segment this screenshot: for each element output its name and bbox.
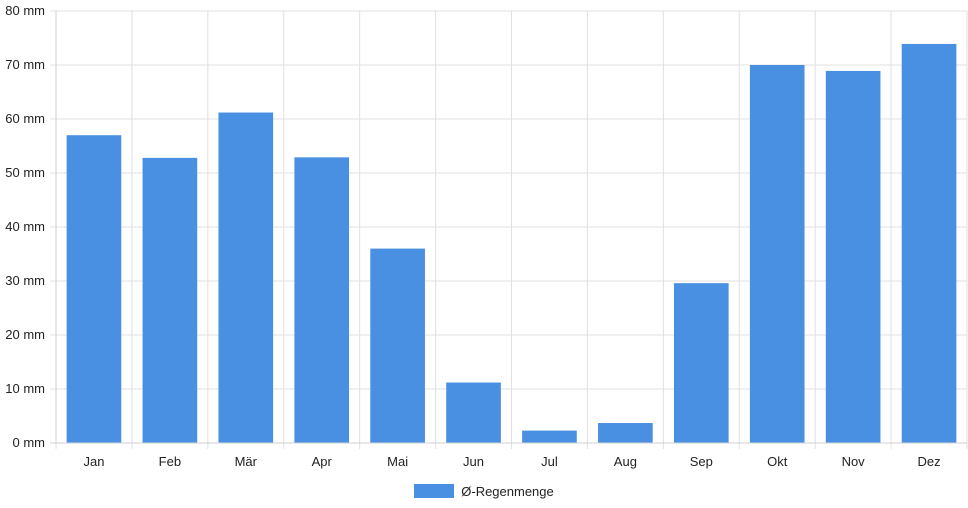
y-tick-label: 30 mm — [5, 273, 45, 288]
grid — [50, 10, 968, 449]
axes: 0 mm 10 mm 20 mm 30 mm 40 mm 50 mm 60 mm 70 mm 8… — [5, 3, 967, 469]
x-tick-label: Jul — [541, 454, 558, 469]
x-tick-label: Jan — [83, 454, 104, 469]
x-tick-label: Nov — [842, 454, 866, 469]
y-tick-label: 20 mm — [5, 327, 45, 342]
y-tick-label: 70 mm — [5, 57, 45, 72]
bar-mai — [370, 248, 425, 443]
bar-okt — [749, 65, 805, 443]
x-tick-label: Feb — [159, 454, 181, 469]
x-tick-label: Apr — [312, 454, 333, 469]
bar-nov — [825, 70, 881, 443]
y-tick-label: 10 mm — [5, 381, 45, 396]
bar-jun — [446, 382, 501, 443]
bar-jan — [66, 135, 122, 443]
legend-swatch — [414, 484, 455, 498]
bar-mär — [218, 112, 274, 444]
x-tick-label: Aug — [614, 454, 637, 469]
x-tick-label: Sep — [690, 454, 713, 469]
bar-sep — [673, 283, 729, 443]
x-tick-label: Mai — [387, 454, 408, 469]
y-tick-label: 40 mm — [5, 219, 45, 234]
x-tick-label: Mär — [235, 454, 258, 469]
x-tick-label: Okt — [767, 454, 788, 469]
legend: Ø-Regenmenge — [0, 480, 968, 502]
y-tick-label: 50 mm — [5, 165, 45, 180]
x-tick-label: Dez — [917, 454, 940, 469]
bar-feb — [142, 157, 198, 443]
bar-aug — [598, 423, 653, 443]
y-tick-label: 0 mm — [13, 435, 46, 450]
x-tick-label: Jun — [463, 454, 484, 469]
y-tick-label: 80 mm — [5, 3, 45, 18]
legend-label: Ø-Regenmenge — [461, 483, 554, 499]
bar-apr — [294, 157, 350, 443]
bar-chart: 0 mm 10 mm 20 mm 30 mm 40 mm 50 mm 60 mm 70 mm 8… — [5, 3, 968, 469]
bar-dez — [901, 43, 957, 443]
bar-jul — [522, 430, 577, 443]
y-tick-label: 60 mm — [5, 111, 45, 126]
bars — [66, 43, 957, 444]
